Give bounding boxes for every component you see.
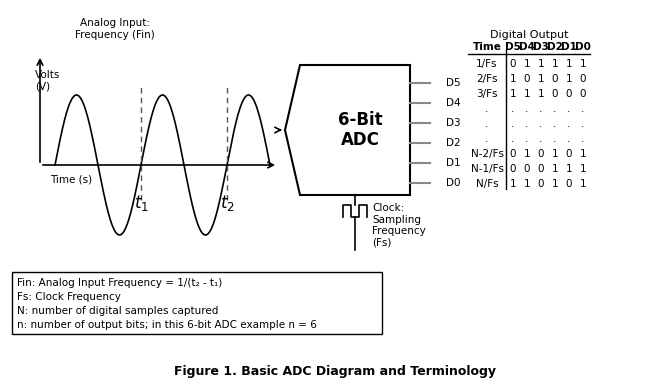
Text: .: . — [554, 134, 557, 144]
Text: D5: D5 — [505, 42, 521, 52]
Text: 0: 0 — [566, 179, 572, 189]
Text: .: . — [539, 104, 543, 114]
Text: D5: D5 — [446, 78, 460, 88]
Text: Fs: Clock Frequency: Fs: Clock Frequency — [17, 292, 121, 302]
Text: 3/Fs: 3/Fs — [476, 89, 498, 99]
Text: 1: 1 — [523, 179, 530, 189]
Text: D4: D4 — [446, 98, 460, 108]
Text: .: . — [567, 134, 571, 144]
Text: N-1/Fs: N-1/Fs — [470, 164, 503, 174]
Text: 0: 0 — [537, 149, 544, 159]
Text: D3: D3 — [446, 118, 460, 128]
Text: .: . — [525, 134, 529, 144]
Text: 1: 1 — [566, 164, 572, 174]
Text: .: . — [525, 104, 529, 114]
Text: .: . — [525, 119, 529, 129]
Text: 1: 1 — [580, 149, 586, 159]
Text: 1: 1 — [566, 74, 572, 84]
Text: N/Fs: N/Fs — [476, 179, 499, 189]
Text: D1: D1 — [446, 158, 460, 168]
Text: Clock:
Sampling
Frequency
(Fs): Clock: Sampling Frequency (Fs) — [372, 203, 426, 248]
Text: 0: 0 — [566, 149, 572, 159]
Text: 0: 0 — [552, 89, 558, 99]
Text: N: number of digital samples captured: N: number of digital samples captured — [17, 306, 218, 316]
Text: Time (s): Time (s) — [50, 175, 92, 185]
Text: n: number of output bits; in this 6-bit ADC example n = 6: n: number of output bits; in this 6-bit … — [17, 320, 317, 330]
Text: N-2/Fs: N-2/Fs — [470, 149, 503, 159]
Text: 0: 0 — [537, 164, 544, 174]
Text: $t_1$: $t_1$ — [134, 193, 148, 213]
Text: Fin: Analog Input Frequency = 1/(t₂ - t₁): Fin: Analog Input Frequency = 1/(t₂ - t₁… — [17, 278, 222, 288]
Text: 1: 1 — [580, 164, 586, 174]
Text: 0: 0 — [537, 179, 544, 189]
Text: 1/Fs: 1/Fs — [476, 59, 498, 69]
Text: .: . — [539, 119, 543, 129]
Text: 1: 1 — [510, 179, 516, 189]
Text: 1: 1 — [523, 59, 530, 69]
Text: 1: 1 — [580, 59, 586, 69]
Text: 0: 0 — [580, 74, 586, 84]
Text: D0: D0 — [446, 178, 460, 188]
Text: 1: 1 — [566, 59, 572, 69]
Text: .: . — [581, 104, 584, 114]
Text: D0: D0 — [575, 42, 591, 52]
Text: D2: D2 — [446, 138, 460, 148]
Text: D2: D2 — [547, 42, 563, 52]
Text: .: . — [567, 119, 571, 129]
Text: .: . — [511, 104, 515, 114]
Text: 0: 0 — [510, 164, 516, 174]
Text: Time: Time — [472, 42, 501, 52]
Text: 1: 1 — [580, 179, 586, 189]
Text: 1: 1 — [552, 179, 558, 189]
Text: .: . — [511, 119, 515, 129]
Text: Figure 1. Basic ADC Diagram and Terminology: Figure 1. Basic ADC Diagram and Terminol… — [174, 365, 496, 378]
Text: .: . — [554, 104, 557, 114]
Text: .: . — [511, 134, 515, 144]
Text: .: . — [554, 119, 557, 129]
Text: 1: 1 — [537, 59, 544, 69]
Text: .: . — [539, 134, 543, 144]
Text: D1: D1 — [561, 42, 577, 52]
Text: 1: 1 — [537, 74, 544, 84]
FancyBboxPatch shape — [12, 272, 382, 334]
Text: 2/Fs: 2/Fs — [476, 74, 498, 84]
Text: .: . — [581, 134, 584, 144]
Text: 1: 1 — [510, 89, 516, 99]
Text: 0: 0 — [566, 89, 572, 99]
Text: Volts
(V): Volts (V) — [35, 70, 60, 92]
Text: 1: 1 — [552, 149, 558, 159]
Text: 0: 0 — [510, 149, 516, 159]
Text: 1: 1 — [523, 149, 530, 159]
Text: Digital Output: Digital Output — [490, 30, 568, 40]
Text: $t_2$: $t_2$ — [219, 193, 234, 213]
Text: 0: 0 — [580, 89, 586, 99]
Polygon shape — [285, 65, 410, 195]
Text: 6-Bit
ADC: 6-Bit ADC — [338, 111, 382, 149]
Text: 0: 0 — [524, 74, 530, 84]
Text: 0: 0 — [552, 74, 558, 84]
Text: .: . — [485, 134, 488, 144]
Text: 0: 0 — [524, 164, 530, 174]
Text: .: . — [567, 104, 571, 114]
Text: 1: 1 — [523, 89, 530, 99]
Text: .: . — [581, 119, 584, 129]
Text: 0: 0 — [510, 59, 516, 69]
Text: 1: 1 — [537, 89, 544, 99]
Text: D3: D3 — [533, 42, 549, 52]
Text: .: . — [485, 104, 488, 114]
Text: 1: 1 — [510, 74, 516, 84]
Text: D4: D4 — [519, 42, 535, 52]
Text: 1: 1 — [552, 164, 558, 174]
Text: Analog Input:
Frequency (Fin): Analog Input: Frequency (Fin) — [75, 18, 155, 39]
Text: .: . — [485, 119, 488, 129]
Text: 1: 1 — [552, 59, 558, 69]
